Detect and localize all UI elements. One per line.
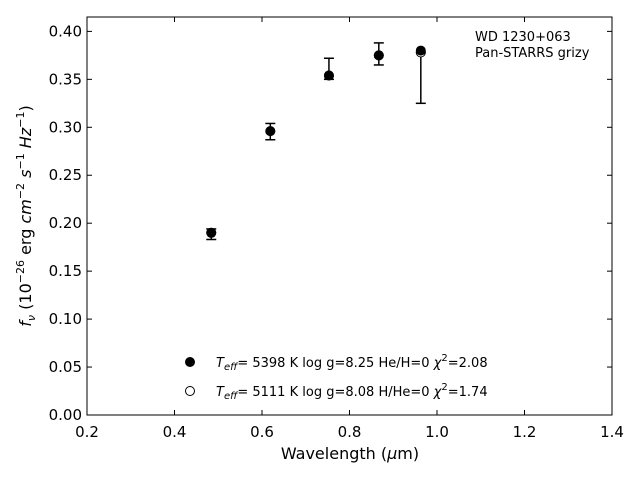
x-tick-label: 0.4 (163, 423, 187, 441)
y-tick-label: 0.05 (49, 358, 82, 376)
legend-label-2: Teff= 5111 K log g=8.08 H/He=0 χ2=1.74 (216, 382, 488, 402)
y-tick-label: 0.35 (49, 70, 82, 88)
point-filled (373, 50, 384, 61)
y-tick-label: 0.30 (49, 118, 82, 136)
error-bar (415, 51, 426, 105)
legend: Teff= 5398 K log g=8.25 He/H=0 χ2=2.08 T… (185, 353, 488, 402)
point-filled (415, 45, 426, 56)
annotation-object-name: WD 1230+063 (475, 30, 571, 45)
legend-marker-open (185, 386, 195, 396)
x-axis-label: Wavelength (μm) (281, 444, 419, 463)
y-tick-label: 0.20 (49, 214, 82, 232)
y-tick-label: 0.10 (49, 310, 82, 328)
x-tick-label: 0.6 (250, 423, 274, 441)
data-points (206, 45, 426, 238)
error-bars (206, 42, 426, 241)
x-axis: 0.2 0.4 0.6 0.8 1.0 1.2 1.4 (75, 17, 624, 441)
x-tick-label: 0.8 (338, 423, 362, 441)
point-filled (206, 227, 217, 238)
legend-marker-filled (185, 357, 195, 367)
y-tick-label: 0.25 (49, 166, 82, 184)
legend-entry-2: Teff= 5111 K log g=8.08 H/He=0 χ2=1.74 (185, 382, 488, 402)
x-tick-label: 1.4 (600, 423, 624, 441)
legend-entry-1: Teff= 5398 K log g=8.25 He/H=0 χ2=2.08 (185, 353, 488, 373)
point-filled (265, 126, 276, 137)
legend-label-1: Teff= 5398 K log g=8.25 He/H=0 χ2=2.08 (216, 353, 488, 373)
x-tick-label: 1.2 (513, 423, 537, 441)
x-tick-label: 0.2 (75, 423, 99, 441)
x-tick-label: 1.0 (425, 423, 449, 441)
point-filled (323, 70, 334, 81)
y-tick-label: 0.15 (49, 262, 82, 280)
y-tick-label: 0.00 (49, 406, 82, 424)
annotation-survey: Pan-STARRS grizy (475, 46, 590, 61)
y-tick-label: 0.40 (49, 22, 82, 40)
y-axis-label: fν (10−26 erg cm−2 s−1 Hz−1) (14, 105, 38, 326)
y-axis: 0.00 0.05 0.10 0.15 0.20 0.25 0.30 0.35 0.40 (49, 22, 612, 424)
